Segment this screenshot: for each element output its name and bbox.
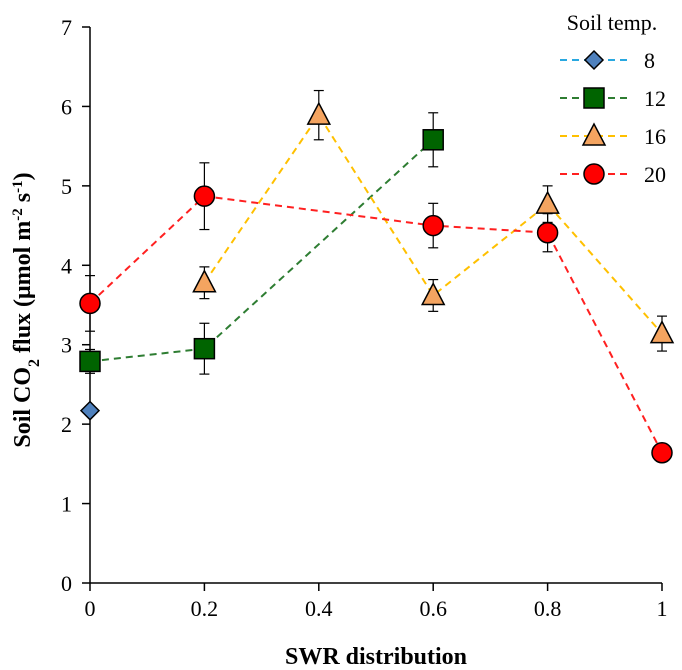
series-layer <box>79 89 675 464</box>
legend-marker-12 <box>583 87 605 109</box>
x-tick-label: 0.4 <box>305 596 333 621</box>
y-axis-title-part: s <box>10 193 36 208</box>
series-line-20 <box>89 195 663 454</box>
x-tick-label: 0.6 <box>419 596 447 621</box>
y-axis-title-part: Soil CO <box>10 367 36 448</box>
y-tick-label: 0 <box>61 571 72 596</box>
legend-label: 12 <box>644 86 666 111</box>
data-point-12 <box>193 337 216 360</box>
data-point-20 <box>193 185 216 207</box>
y-axis-title: Soil CO2 flux (μmol m-2 s-1) <box>10 172 43 447</box>
series-line-16 <box>203 113 663 335</box>
x-tick-label: 0.2 <box>191 596 219 621</box>
axes <box>89 27 662 584</box>
series-line-12 <box>89 139 434 363</box>
data-point-16 <box>420 281 446 306</box>
x-tick-label: 0.8 <box>534 596 562 621</box>
data-point-12 <box>79 350 101 373</box>
legend-label: 16 <box>644 124 666 149</box>
data-point-16 <box>649 319 675 344</box>
y-tick-label: 7 <box>61 15 72 40</box>
data-point-20 <box>422 214 444 237</box>
legend: Soil temp. 8 12 16 20 <box>560 10 666 187</box>
legend-label: 8 <box>644 48 655 73</box>
legend-title: Soil temp. <box>567 10 657 35</box>
data-point-20 <box>79 292 101 315</box>
y-axis-title-part: -1 <box>10 180 26 193</box>
data-point-16 <box>535 190 560 214</box>
data-point-12 <box>422 129 444 151</box>
data-point-16 <box>306 101 332 125</box>
y-axis-title-part: ) <box>10 172 36 180</box>
y-tick-label: 1 <box>61 492 72 517</box>
legend-marker-16 <box>581 122 607 146</box>
data-point-8 <box>79 400 101 421</box>
y-axis-title-part: 2 <box>26 359 43 367</box>
x-tick-label: 0 <box>85 596 96 621</box>
legend-marker-20 <box>583 163 605 185</box>
y-axis-title-part: -2 <box>10 208 26 221</box>
y-tick-label: 2 <box>61 412 72 437</box>
y-axis-title-part: flux (μmol m <box>10 221 36 359</box>
data-point-16 <box>192 269 217 293</box>
y-tick-label: 4 <box>61 253 72 278</box>
x-tick-label: 1 <box>657 596 668 621</box>
x-axis-title: SWR distribution <box>285 644 467 670</box>
data-point-20 <box>651 441 673 464</box>
y-tick-label: 5 <box>61 174 72 199</box>
legend-label: 20 <box>644 162 666 187</box>
y-tick-label: 6 <box>61 94 72 119</box>
y-tick-label: 3 <box>61 333 72 358</box>
legend-marker-8 <box>583 49 605 71</box>
data-point-20 <box>536 221 559 244</box>
